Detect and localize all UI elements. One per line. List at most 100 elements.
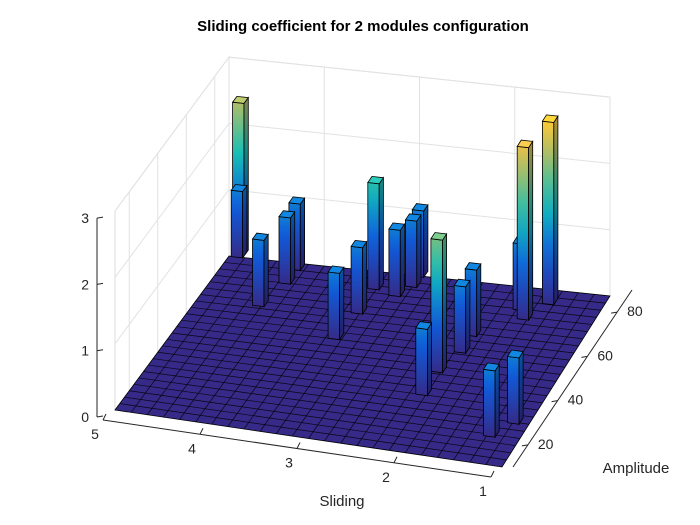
bar-side-face	[476, 262, 482, 338]
z-tick	[96, 282, 104, 285]
bar-top-face	[288, 196, 306, 205]
y-tick	[551, 400, 558, 403]
bar-side-face	[528, 140, 534, 322]
bar	[367, 175, 385, 292]
z-tick-label: 2	[81, 276, 89, 292]
z-tick	[96, 415, 104, 418]
bar-front-face	[430, 238, 443, 374]
bar-side-face	[290, 210, 296, 286]
floor-mesh-line	[119, 403, 507, 461]
bar-top-face	[453, 278, 471, 288]
bar-top-face	[251, 232, 269, 241]
bar-front-face	[278, 216, 291, 285]
bar-front-face	[327, 271, 341, 341]
bar	[482, 362, 500, 439]
bar-side-face	[423, 203, 429, 279]
floor-mesh-line	[190, 306, 575, 354]
bar-front-face	[350, 245, 363, 315]
floor-mesh-line	[143, 371, 530, 425]
x-tick-label: 4	[188, 440, 196, 456]
x-tick	[296, 442, 301, 449]
bar	[404, 213, 422, 289]
x-axis-label: Sliding	[319, 493, 364, 510]
bar	[388, 222, 406, 298]
bar-top-face	[327, 265, 345, 274]
floor-mesh-line	[162, 345, 548, 397]
floor-mesh-line	[152, 358, 539, 411]
bar	[506, 349, 524, 426]
bar-front-face	[367, 182, 380, 291]
bar-top-face	[541, 114, 559, 123]
bar-top-face	[506, 349, 524, 359]
floor-mesh-line	[157, 351, 543, 404]
z-tick	[96, 349, 104, 352]
x-tick-label: 5	[91, 426, 99, 442]
floor-mesh-line	[205, 287, 588, 332]
bar-side-face	[416, 213, 422, 289]
bar-side-face	[362, 240, 368, 316]
floor-mesh-line	[124, 396, 512, 454]
x-tick	[102, 413, 107, 421]
bars-group	[230, 95, 559, 439]
bar	[541, 114, 559, 307]
bar-front-face	[230, 189, 244, 259]
bar	[415, 321, 433, 398]
bar-front-face	[404, 219, 418, 288]
bar-top-face	[464, 262, 482, 271]
y-axis-label: Amplitude	[603, 460, 670, 477]
y-tick	[521, 444, 528, 447]
bar-side-face	[442, 232, 448, 375]
bar-top-face	[411, 203, 429, 212]
bar-side-face	[465, 279, 471, 355]
bar-top-face	[230, 184, 248, 192]
bar-top-face	[350, 239, 368, 249]
x-tick	[393, 456, 398, 463]
z-tick-label: 0	[81, 409, 89, 425]
bar	[453, 278, 471, 355]
bar	[278, 210, 296, 286]
bar-front-face	[542, 120, 555, 306]
bar-front-face	[388, 228, 401, 298]
y-tick-label: 80	[627, 303, 643, 319]
bar-front-face	[415, 327, 428, 397]
floor-mesh-line	[181, 319, 566, 368]
bar-side-face	[299, 196, 306, 272]
x-tick	[490, 470, 495, 478]
bar-top-face	[404, 213, 422, 222]
bar	[327, 265, 345, 341]
z-tick	[96, 216, 104, 219]
z-tick-label: 3	[81, 210, 89, 226]
floor-mesh-line	[133, 383, 521, 439]
bar-front-face	[516, 145, 529, 321]
bar	[430, 232, 448, 375]
bar-side-face	[426, 321, 432, 398]
bar-side-face	[399, 222, 405, 298]
x-tick	[199, 428, 204, 435]
chart-title: Sliding coefficient for 2 modules config…	[197, 18, 529, 35]
bar-side-face	[339, 266, 345, 341]
bar-front-face	[252, 238, 265, 308]
bar	[516, 139, 534, 322]
bar-side-face	[242, 184, 248, 260]
x-tick-label: 3	[285, 455, 293, 471]
bar-front-face	[453, 285, 467, 354]
y-tick-label: 60	[597, 347, 613, 363]
bar-side-face	[494, 363, 500, 439]
bar	[230, 184, 248, 260]
x-tick-label: 2	[382, 469, 390, 485]
z-grid-line	[114, 56, 611, 212]
bar-front-face	[483, 368, 496, 438]
bar	[350, 239, 368, 316]
z-tick-label: 1	[81, 343, 89, 359]
bar-side-face	[553, 114, 559, 307]
bar	[251, 232, 269, 308]
bar-top-face	[415, 321, 433, 330]
floor-mesh-line	[148, 364, 534, 418]
x-tick-label: 1	[479, 483, 487, 499]
floor-mesh-line	[129, 390, 516, 446]
bar-side-face	[263, 233, 269, 308]
bar-top-face	[367, 175, 385, 185]
bar-top-face	[231, 95, 250, 104]
floor-mesh-line	[138, 377, 525, 432]
bar-top-face	[516, 139, 534, 149]
